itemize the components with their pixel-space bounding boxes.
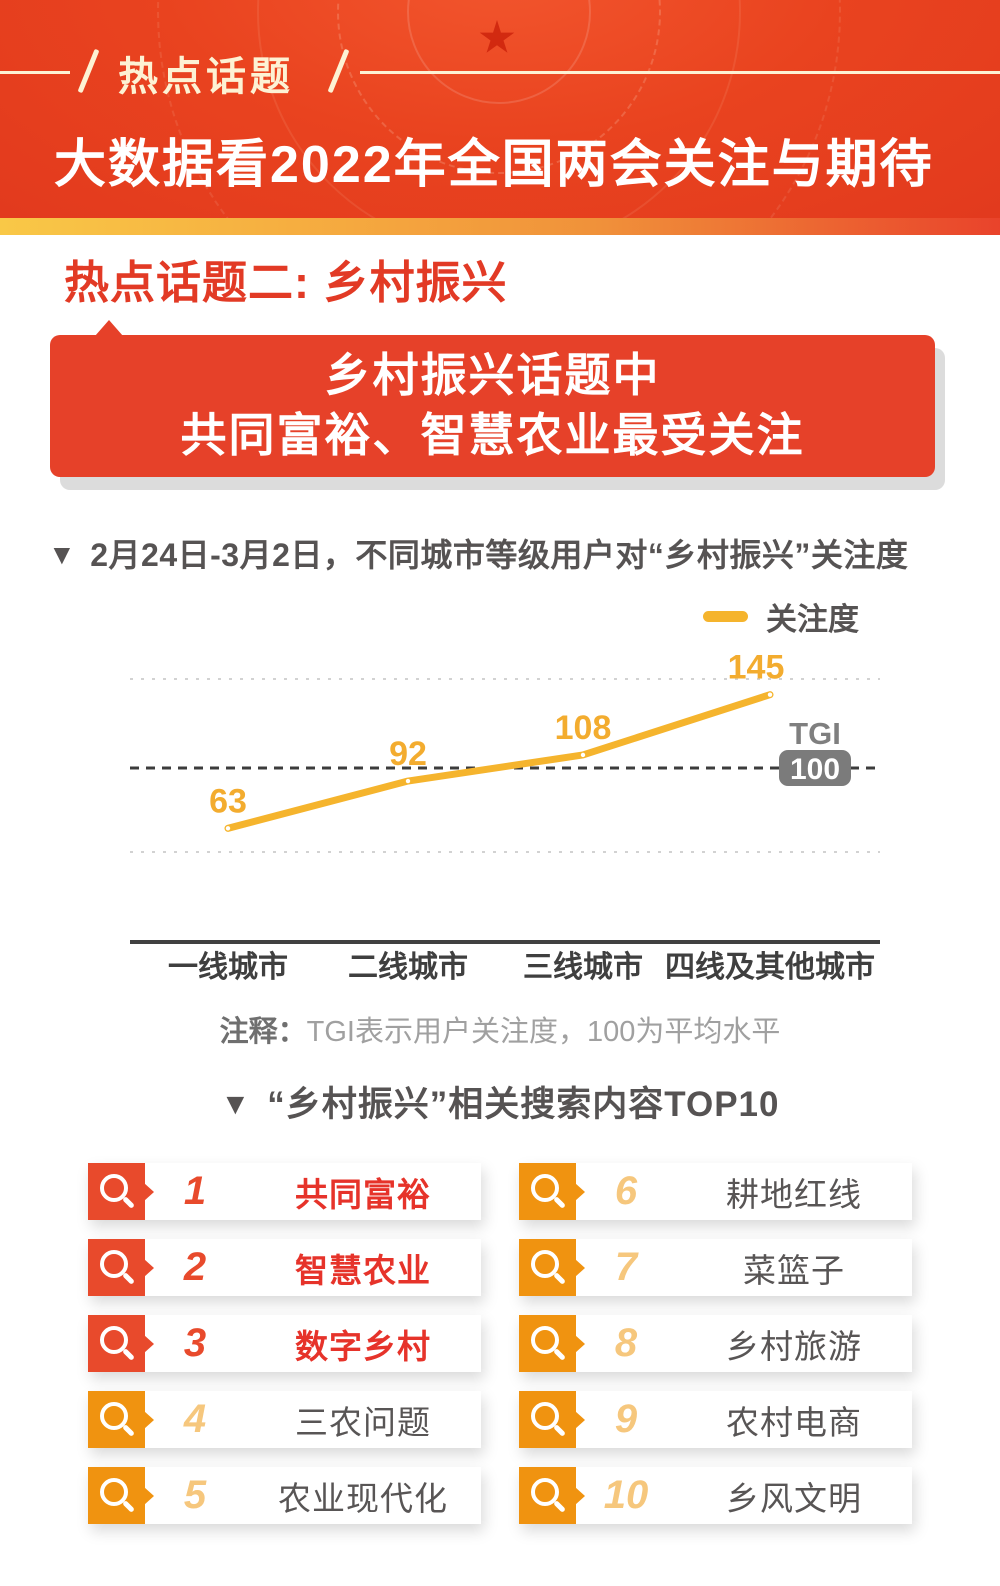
rank-number: 10 [603,1473,649,1517]
search-rank-item: 7 菜篮子 [519,1239,912,1296]
top10-title: ▼ “乡村振兴”相关搜索内容TOP10 [0,1076,1000,1127]
note-label: 注释： [219,1016,307,1048]
rank-keyword: 共同富裕 [295,1175,431,1213]
search-icon [88,1163,145,1220]
rank-number: 9 [614,1397,638,1441]
page-title: 大数据看2022年全国两会关注与期待 [54,136,934,194]
magnifier-glyph [100,1402,128,1430]
banner-line2: 共同富裕、智慧农业最受关注 [180,409,805,461]
magnifier-glyph [100,1478,128,1506]
triangle-bullet-icon: ▼ [48,539,77,570]
rank-number: 7 [614,1245,638,1289]
section-title: 热点话题二: 乡村振兴 [64,257,508,308]
rank-number: 1 [183,1169,207,1213]
search-rank-item: 2 智慧农业 [88,1239,481,1296]
gradient-divider [0,218,1000,235]
svg-text:92: 92 [389,735,427,773]
magnifier-glyph [531,1402,559,1430]
rank-keyword: 菜篮子 [743,1251,845,1289]
tag-rule-left [0,71,70,74]
magnifier-glyph [531,1250,559,1278]
search-rank-item: 8 乡村旅游 [519,1315,912,1372]
search-icon [519,1239,576,1296]
top10-column-left: 1 共同富裕 2 智慧农业 3 数字乡村 4 三农问题 5 农业现代 [88,1163,481,1543]
rank-number: 6 [614,1169,638,1213]
rank-number: 3 [183,1321,207,1365]
svg-text:三线城市: 三线城市 [523,950,643,984]
legend-label: 关注度 [766,602,859,637]
search-rank-item: 3 数字乡村 [88,1315,481,1372]
rank-keyword: 耕地红线 [726,1175,862,1213]
magnifier-glyph [531,1174,559,1202]
search-rank-item: 10 乡风文明 [519,1467,912,1524]
svg-text:四线及其他城市: 四线及其他城市 [665,950,875,984]
rank-keyword: 乡村旅游 [726,1327,862,1365]
svg-text:二线城市: 二线城市 [348,950,468,984]
banner-pointer-icon [95,320,123,336]
magnifier-glyph [100,1174,128,1202]
chart-title: ▼ 2月24日-3月2日，不同城市等级用户对“乡村振兴”关注度 [48,530,958,576]
svg-text:一线城市: 一线城市 [168,950,288,984]
magnifier-glyph [531,1478,559,1506]
tag-rule-right [360,71,1000,74]
rank-keyword: 农村电商 [726,1403,862,1441]
chart-legend: 关注度 [703,594,859,639]
note-text: TGI表示用户关注度，100为平均水平 [306,1016,781,1048]
legend-line-swatch [703,611,748,622]
header-tag-row: 热点话题 [0,40,1000,100]
slash-icon [327,48,350,94]
magnifier-glyph [100,1250,128,1278]
top10-title-text: “乡村振兴”相关搜索内容TOP10 [267,1085,780,1124]
rank-keyword: 乡风文明 [726,1479,862,1517]
rank-keyword: 智慧农业 [295,1251,431,1289]
triangle-bullet-icon: ▼ [220,1088,252,1121]
banner-line1: 乡村振兴话题中 [324,349,661,402]
search-icon [88,1391,145,1448]
top10-column-right: 6 耕地红线 7 菜篮子 8 乡村旅游 9 农村电商 10 乡风文明 [519,1163,912,1543]
rank-keyword: 农业现代化 [278,1479,448,1517]
search-icon [88,1467,145,1524]
svg-text:100: 100 [790,753,840,786]
search-rank-item: 1 共同富裕 [88,1163,481,1220]
top10-list: 1 共同富裕 2 智慧农业 3 数字乡村 4 三农问题 5 农业现代 [88,1163,912,1543]
rank-keyword: 三农问题 [295,1403,431,1441]
search-rank-item: 5 农业现代化 [88,1467,481,1524]
search-icon [519,1467,576,1524]
search-icon [88,1239,145,1296]
search-icon [519,1315,576,1372]
svg-text:63: 63 [209,782,247,820]
key-finding-banner: 乡村振兴话题中 共同富裕、智慧农业最受关注 [50,320,935,477]
rank-number: 5 [183,1473,207,1517]
magnifier-glyph [531,1326,559,1354]
header-tag: 热点话题 [118,55,294,99]
header-banner: 热点话题 大数据看2022年全国两会关注与期待 [0,0,1000,218]
rank-number: 2 [183,1245,207,1289]
search-rank-item: 4 三农问题 [88,1391,481,1448]
search-rank-item: 9 农村电商 [519,1391,912,1448]
search-icon [519,1391,576,1448]
svg-text:145: 145 [728,649,785,687]
rank-number: 8 [614,1321,638,1365]
rank-number: 4 [183,1397,207,1441]
chart-note: 注释：TGI表示用户关注度，100为平均水平 [0,1008,1000,1050]
rank-keyword: 数字乡村 [295,1327,431,1365]
slash-icon [77,48,100,94]
search-rank-item: 6 耕地红线 [519,1163,912,1220]
svg-text:108: 108 [555,709,612,747]
chart-title-text: 2月24日-3月2日，不同城市等级用户对“乡村振兴”关注度 [90,537,909,573]
search-icon [88,1315,145,1372]
search-icon [519,1163,576,1220]
magnifier-glyph [100,1326,128,1354]
svg-text:TGI: TGI [789,716,841,751]
